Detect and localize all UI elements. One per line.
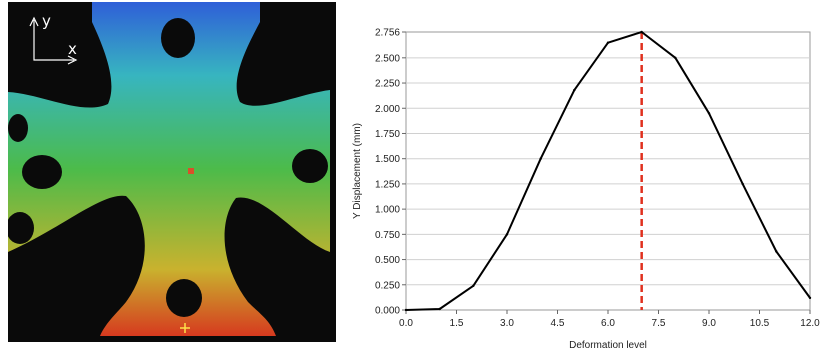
data-point: [472, 284, 475, 287]
data-point: [606, 41, 610, 44]
x-axis-title: Deformation level: [569, 340, 647, 351]
grid-lines: [406, 57, 810, 286]
data-point: [438, 307, 441, 311]
y-tick-label: 1.250: [375, 179, 400, 190]
x-tick-label: 6.0: [601, 318, 615, 329]
data-point: [775, 250, 778, 253]
x-tick-label: 12.0: [800, 318, 820, 329]
data-point: [505, 233, 509, 236]
plot-area: [405, 31, 811, 311]
specimen-shape: [8, 2, 330, 336]
data-point: [707, 112, 711, 115]
y-axis-glyph: y: [42, 12, 51, 30]
y-tick-label: 2.500: [375, 53, 400, 64]
y-axis-ticks: 0.000 0.250 0.500 0.750 1.000 1.250 1.500 1.750…: [375, 28, 406, 317]
displacement-field-image: y x: [6, 2, 336, 342]
data-point: [674, 56, 677, 60]
x-axis-glyph: x: [68, 40, 77, 58]
x-axis-ticks: 0.0 1.5 3.0 4.5 6.0 7.5 9.0 10.5 12.0: [399, 310, 820, 329]
data-point: [573, 88, 576, 92]
holes: [6, 18, 328, 317]
y-tick-label: 0.750: [375, 230, 400, 241]
data-point: [741, 182, 744, 186]
x-tick-label: 10.5: [750, 318, 770, 329]
center-marker: [188, 168, 194, 174]
data-point: [640, 30, 643, 34]
y-tick-label: 2.756: [375, 28, 400, 39]
bottom-marker: [180, 323, 190, 333]
x-tick-label: 3.0: [500, 318, 514, 329]
y-tick-label: 0.250: [375, 280, 400, 291]
y-tick-label: 2.000: [375, 104, 400, 115]
y-tick-label: 0.000: [375, 306, 400, 317]
y-tick-label: 2.250: [375, 79, 400, 90]
x-tick-label: 0.0: [399, 318, 413, 329]
x-tick-label: 1.5: [450, 318, 464, 329]
data-point: [539, 157, 542, 160]
series-layer: [404, 30, 812, 312]
y-tick-label: 1.500: [375, 154, 400, 165]
data-point: [808, 296, 812, 300]
axes-indicator: y x: [29, 12, 78, 65]
x-tick-label: 7.5: [652, 318, 666, 329]
y-tick-label: 1.000: [375, 205, 400, 216]
x-tick-label: 4.5: [551, 318, 565, 329]
y-tick-label: 1.750: [375, 129, 400, 140]
y-axis-title: Y Displacement (mm): [352, 123, 363, 219]
x-tick-label: 9.0: [702, 318, 716, 329]
y-tick-label: 0.500: [375, 255, 400, 266]
line-chart: 0.000 0.250 0.500 0.750 1.000 1.250 1.500 1.750…: [340, 0, 824, 356]
data-point: [404, 308, 408, 312]
